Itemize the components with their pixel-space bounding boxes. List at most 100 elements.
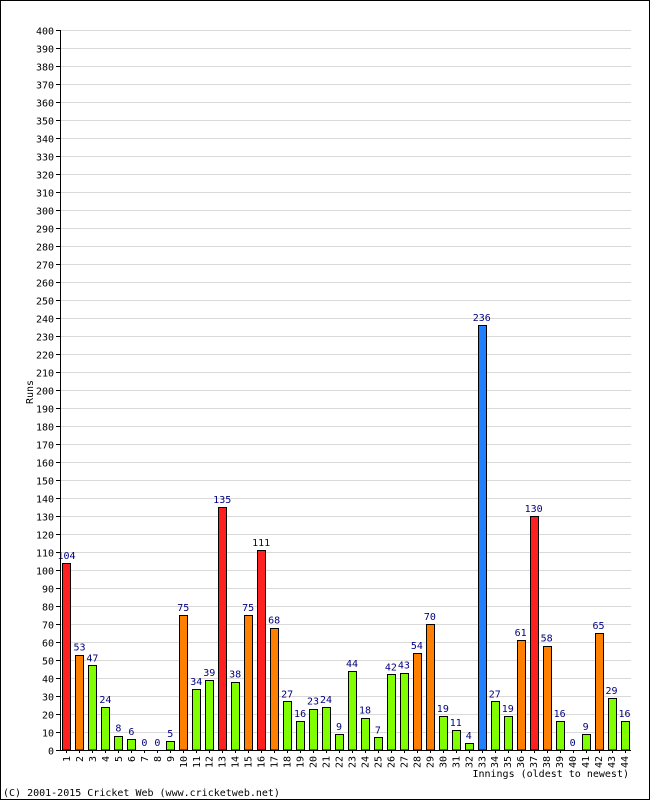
x-tick-label: 36 [516, 756, 527, 768]
y-tick-label: 400 [36, 27, 54, 38]
data-label-innings-29: 70 [424, 612, 436, 623]
y-axis-label: Runs [25, 380, 36, 404]
bar-innings-35 [504, 716, 513, 751]
y-tick-label: 370 [36, 81, 54, 92]
data-label-innings-28: 54 [411, 641, 423, 652]
data-label-innings-30: 19 [437, 704, 449, 715]
x-axis-label: Innings (oldest to newest) [472, 769, 629, 780]
copyright-footer: (C) 2001-2015 Cricket Web (www.cricketwe… [3, 788, 280, 799]
x-tick-label: 4 [101, 756, 112, 762]
y-tick-label: 240 [36, 315, 54, 326]
data-label-innings-12: 39 [203, 668, 215, 679]
x-tick-label: 25 [373, 756, 384, 768]
x-tick-label: 9 [166, 756, 177, 762]
data-label-innings-14: 38 [229, 670, 241, 681]
x-tick-label: 34 [490, 756, 501, 768]
bar-innings-23 [348, 671, 357, 751]
bar-innings-1 [62, 563, 71, 751]
data-label-innings-36: 61 [515, 628, 527, 639]
bar-innings-41 [582, 734, 591, 751]
x-tick-label: 44 [620, 756, 631, 768]
data-label-innings-39: 16 [554, 709, 566, 720]
y-tick-label: 270 [36, 261, 54, 272]
bar-innings-30 [439, 716, 448, 751]
bar-innings-36 [517, 640, 526, 751]
bar-innings-32 [465, 743, 474, 751]
x-tick-label: 38 [542, 756, 553, 768]
bar-innings-20 [309, 709, 318, 751]
data-label-innings-4: 24 [99, 695, 111, 706]
bar-innings-3 [88, 665, 97, 751]
y-axis-ticks: 0 10 20 30 40 50 60 70 80 90 100 110 120 130 140 150 160… [36, 27, 60, 758]
bar-innings-26 [387, 674, 396, 751]
x-tick-label: 8 [153, 756, 164, 762]
bar-innings-28 [413, 653, 422, 751]
data-label-innings-24: 18 [359, 706, 371, 717]
x-tick-label: 37 [529, 756, 540, 768]
y-tick-label: 120 [36, 531, 54, 542]
y-tick-label: 200 [36, 387, 54, 398]
y-tick-label: 80 [42, 603, 54, 614]
x-tick-label: 22 [335, 756, 346, 768]
data-label-innings-5: 8 [115, 724, 121, 735]
y-tick-label: 30 [42, 693, 54, 704]
x-tick-label: 31 [451, 756, 462, 768]
data-label-innings-31: 11 [450, 718, 462, 729]
y-tick-label: 360 [36, 99, 54, 110]
y-tick-label: 280 [36, 243, 54, 254]
data-label-innings-38: 58 [541, 634, 553, 645]
x-tick-label: 33 [477, 756, 488, 768]
y-tick-label: 160 [36, 459, 54, 470]
x-tick-label: 32 [464, 756, 475, 768]
bar-innings-24 [361, 718, 370, 751]
y-tick-label: 330 [36, 153, 54, 164]
y-tick-label: 0 [48, 747, 54, 758]
y-tick-label: 110 [36, 549, 54, 560]
y-tick-label: 380 [36, 63, 54, 74]
data-label-innings-8: 0 [154, 738, 160, 749]
data-label-innings-32: 4 [466, 731, 472, 742]
bar-innings-22 [335, 734, 344, 751]
data-label-innings-44: 16 [618, 709, 630, 720]
x-tick-label: 15 [244, 756, 255, 768]
y-tick-label: 170 [36, 441, 54, 452]
x-tick-label: 24 [360, 756, 371, 768]
bar-innings-17 [270, 628, 279, 751]
x-tick-label: 35 [503, 756, 514, 768]
y-tick-label: 20 [42, 711, 54, 722]
y-tick-label: 300 [36, 207, 54, 218]
y-tick-label: 90 [42, 585, 54, 596]
x-tick-label: 6 [127, 756, 138, 762]
bar-innings-11 [192, 689, 201, 751]
bar-innings-12 [205, 680, 214, 751]
bar-innings-2 [75, 655, 84, 751]
y-tick-label: 180 [36, 423, 54, 434]
x-tick-label: 2 [75, 756, 86, 762]
data-label-innings-19: 16 [294, 709, 306, 720]
data-label-innings-21: 24 [320, 695, 332, 706]
x-tick-label: 21 [322, 756, 333, 768]
data-label-innings-3: 47 [86, 653, 98, 664]
bar-innings-31 [452, 730, 461, 751]
data-label-innings-10: 75 [177, 603, 189, 614]
y-tick-label: 230 [36, 333, 54, 344]
data-label-innings-33: 236 [473, 313, 491, 324]
x-tick-label: 42 [594, 756, 605, 768]
x-tick-label: 30 [438, 756, 449, 768]
y-tick-label: 50 [42, 657, 54, 668]
x-axis-ticks: 1 2 3 4 5 6 7 8 9 10 11 12 13 14 15 16 17 18 19 20 21 22 23 24 2… [62, 750, 631, 768]
y-tick-label: 60 [42, 639, 54, 650]
data-label-innings-42: 65 [593, 621, 605, 632]
data-label-innings-26: 42 [385, 662, 397, 673]
x-tick-label: 40 [568, 756, 579, 768]
data-label-innings-17: 68 [268, 616, 280, 627]
y-tick-label: 350 [36, 117, 54, 128]
bar-innings-42 [595, 633, 604, 751]
data-label-innings-41: 9 [583, 722, 589, 733]
y-tick-label: 130 [36, 513, 54, 524]
data-label-innings-20: 23 [307, 697, 319, 708]
x-tick-label: 28 [412, 756, 423, 768]
x-tick-label: 43 [607, 756, 618, 768]
bar-innings-6 [127, 739, 136, 751]
